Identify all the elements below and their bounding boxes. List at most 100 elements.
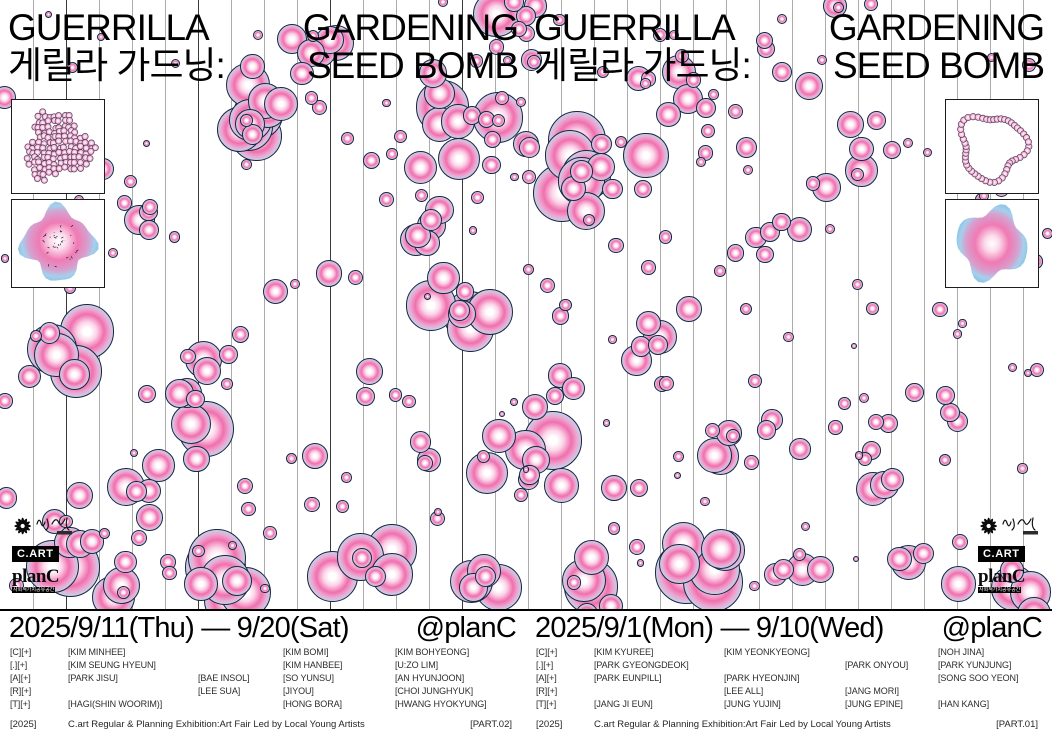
- bubble: [696, 437, 732, 473]
- footer-part: [PART.02]: [470, 719, 512, 730]
- credit-entry: [HAN KANG]: [938, 699, 990, 709]
- bubble: [545, 386, 565, 406]
- bubble: [696, 157, 707, 167]
- title-word: 게릴라 가드닝:: [8, 45, 226, 86]
- bubble: [755, 32, 773, 50]
- grid-line: [330, 0, 331, 609]
- bubble: [351, 548, 372, 569]
- credit-entry: [KIM SEUNG HYEUN]: [68, 660, 156, 670]
- bubble: [263, 526, 277, 540]
- bubble: [98, 527, 110, 539]
- bubble: [162, 565, 177, 580]
- date-line-right: 2025/9/1(Mon) — 9/10(Wed) @planC: [535, 612, 1043, 644]
- credit-entry: [JUNG YUJIN]: [724, 699, 781, 709]
- credit-entry: [U:ZO LIM]: [395, 660, 439, 670]
- cart-logo: C.ART: [978, 546, 1025, 562]
- date-line-left: 2025/9/11(Thu) — 9/20(Sat) @planC: [9, 612, 517, 644]
- bubble: [866, 302, 879, 316]
- bubble: [902, 138, 913, 149]
- grid-line: [924, 0, 925, 609]
- calligraphy-mark: [36, 517, 73, 535]
- bubble: [674, 48, 689, 63]
- bubble: [482, 419, 517, 453]
- bubble: [39, 322, 61, 344]
- bubble: [108, 248, 119, 259]
- bubble: [304, 496, 320, 513]
- planc-logo-subtext: 사회적가치공유공간: [12, 587, 56, 593]
- bubble: [222, 566, 253, 597]
- bubble: [136, 504, 164, 531]
- cart-logo: C.ART: [12, 546, 59, 562]
- bubble: [470, 191, 484, 205]
- bubble: [583, 213, 596, 226]
- bubble: [783, 331, 794, 342]
- bubble: [355, 387, 375, 406]
- bubble: [951, 533, 968, 550]
- bubble: [708, 89, 719, 100]
- bubble: [852, 279, 863, 290]
- bubble: [168, 231, 181, 244]
- title-word: GARDENING: [828, 7, 1045, 48]
- bubble: [290, 61, 314, 86]
- bubble: [509, 397, 518, 406]
- bubble: [409, 431, 432, 453]
- bubble: [695, 97, 716, 119]
- bubble: [59, 514, 73, 529]
- bubble: [455, 282, 475, 302]
- bubble: [341, 132, 355, 145]
- bubble: [180, 348, 196, 365]
- bubble: [858, 393, 869, 404]
- bubble: [656, 101, 682, 127]
- grid-line: [396, 0, 397, 609]
- bubble: [97, 32, 106, 41]
- credit-entry: [KIM YEONKYEONG]: [724, 647, 810, 657]
- grid-line: [594, 0, 595, 609]
- bubble: [0, 487, 18, 509]
- bubble: [727, 103, 744, 120]
- bubble: [805, 176, 820, 191]
- bubble: [772, 212, 791, 232]
- bubble: [849, 137, 874, 162]
- bubble: [828, 420, 843, 435]
- title-word: 게릴라 가드닝:: [534, 45, 752, 86]
- bubble: [59, 359, 91, 390]
- credit-code: [R][+]: [10, 686, 32, 696]
- bubble: [795, 72, 824, 100]
- bubble: [614, 135, 628, 149]
- credit-entry: [KIM BOMI]: [283, 647, 329, 657]
- bubble: [641, 260, 656, 275]
- credits-left: [C][+] [KIM MINHEE] [KIM BOMI] [KIM BOHYEON…: [0, 611, 518, 711]
- bubble: [776, 14, 787, 25]
- bubble: [386, 148, 399, 160]
- bubble: [139, 220, 159, 240]
- planc-logo: planC 사회적가치공유공간: [978, 566, 1026, 593]
- credit-code: [R][+]: [536, 686, 558, 696]
- date-range: 2025/9/1(Mon) — 9/10(Wed): [535, 612, 884, 644]
- grid-line: [231, 0, 232, 609]
- bubble: [1022, 57, 1037, 72]
- bubble: [228, 540, 238, 550]
- bubble: [597, 65, 610, 78]
- bubble: [394, 129, 408, 143]
- bubble: [634, 180, 652, 198]
- bubble: [673, 451, 684, 462]
- bubble: [792, 547, 807, 562]
- bubble: [503, 0, 524, 12]
- bubble: [30, 329, 43, 342]
- grid-line: [1023, 0, 1024, 609]
- footer-text: C.art Regular & Planning Exhibition:Art …: [594, 719, 891, 730]
- panel-left: 2025/9/11(Thu) — 9/20(Sat) @planC [C][+]…: [0, 611, 518, 746]
- bubble: [940, 402, 960, 423]
- bubble: [573, 539, 610, 575]
- grid-line: [165, 0, 166, 609]
- credit-code: [.][+]: [536, 660, 554, 670]
- bubble: [522, 170, 537, 185]
- bubble: [700, 496, 710, 507]
- bubble-field: C.ART planC 사회적가치공유공간 C.ART planC 사회적가치공유공간: [0, 0, 1052, 609]
- map-dotted-fill: [11, 99, 105, 194]
- bubble: [126, 481, 148, 502]
- bubble: [438, 137, 481, 180]
- bubble: [1029, 363, 1044, 377]
- bubble: [414, 189, 428, 203]
- bubble: [958, 319, 967, 328]
